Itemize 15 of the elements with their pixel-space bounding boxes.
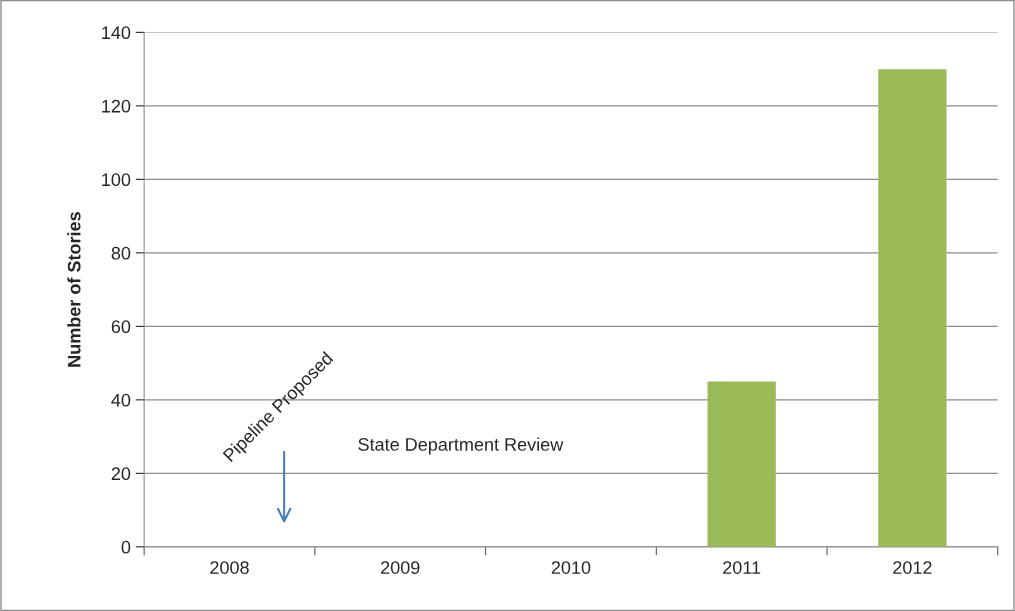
- x-tick-label: 2009: [381, 561, 420, 574]
- y-tick-label: 100: [102, 173, 131, 187]
- y-tick-label: 0: [121, 540, 131, 554]
- y-tick-label: 140: [102, 26, 131, 40]
- x-tick-label: 2010: [551, 561, 591, 574]
- x-tick-label: 2008: [210, 561, 249, 574]
- y-tick-label: 40: [111, 393, 131, 407]
- x-tick-label: 2012: [893, 561, 932, 574]
- y-tick-label: 20: [111, 467, 131, 481]
- x-tick-label: 2011: [723, 561, 761, 574]
- y-axis-title: Number of Stories: [67, 212, 81, 367]
- y-tick-label: 80: [111, 246, 131, 260]
- y-tick-label: 120: [102, 99, 131, 113]
- y-tick-label: 60: [111, 320, 131, 334]
- annotation: State Department Review: [358, 437, 564, 455]
